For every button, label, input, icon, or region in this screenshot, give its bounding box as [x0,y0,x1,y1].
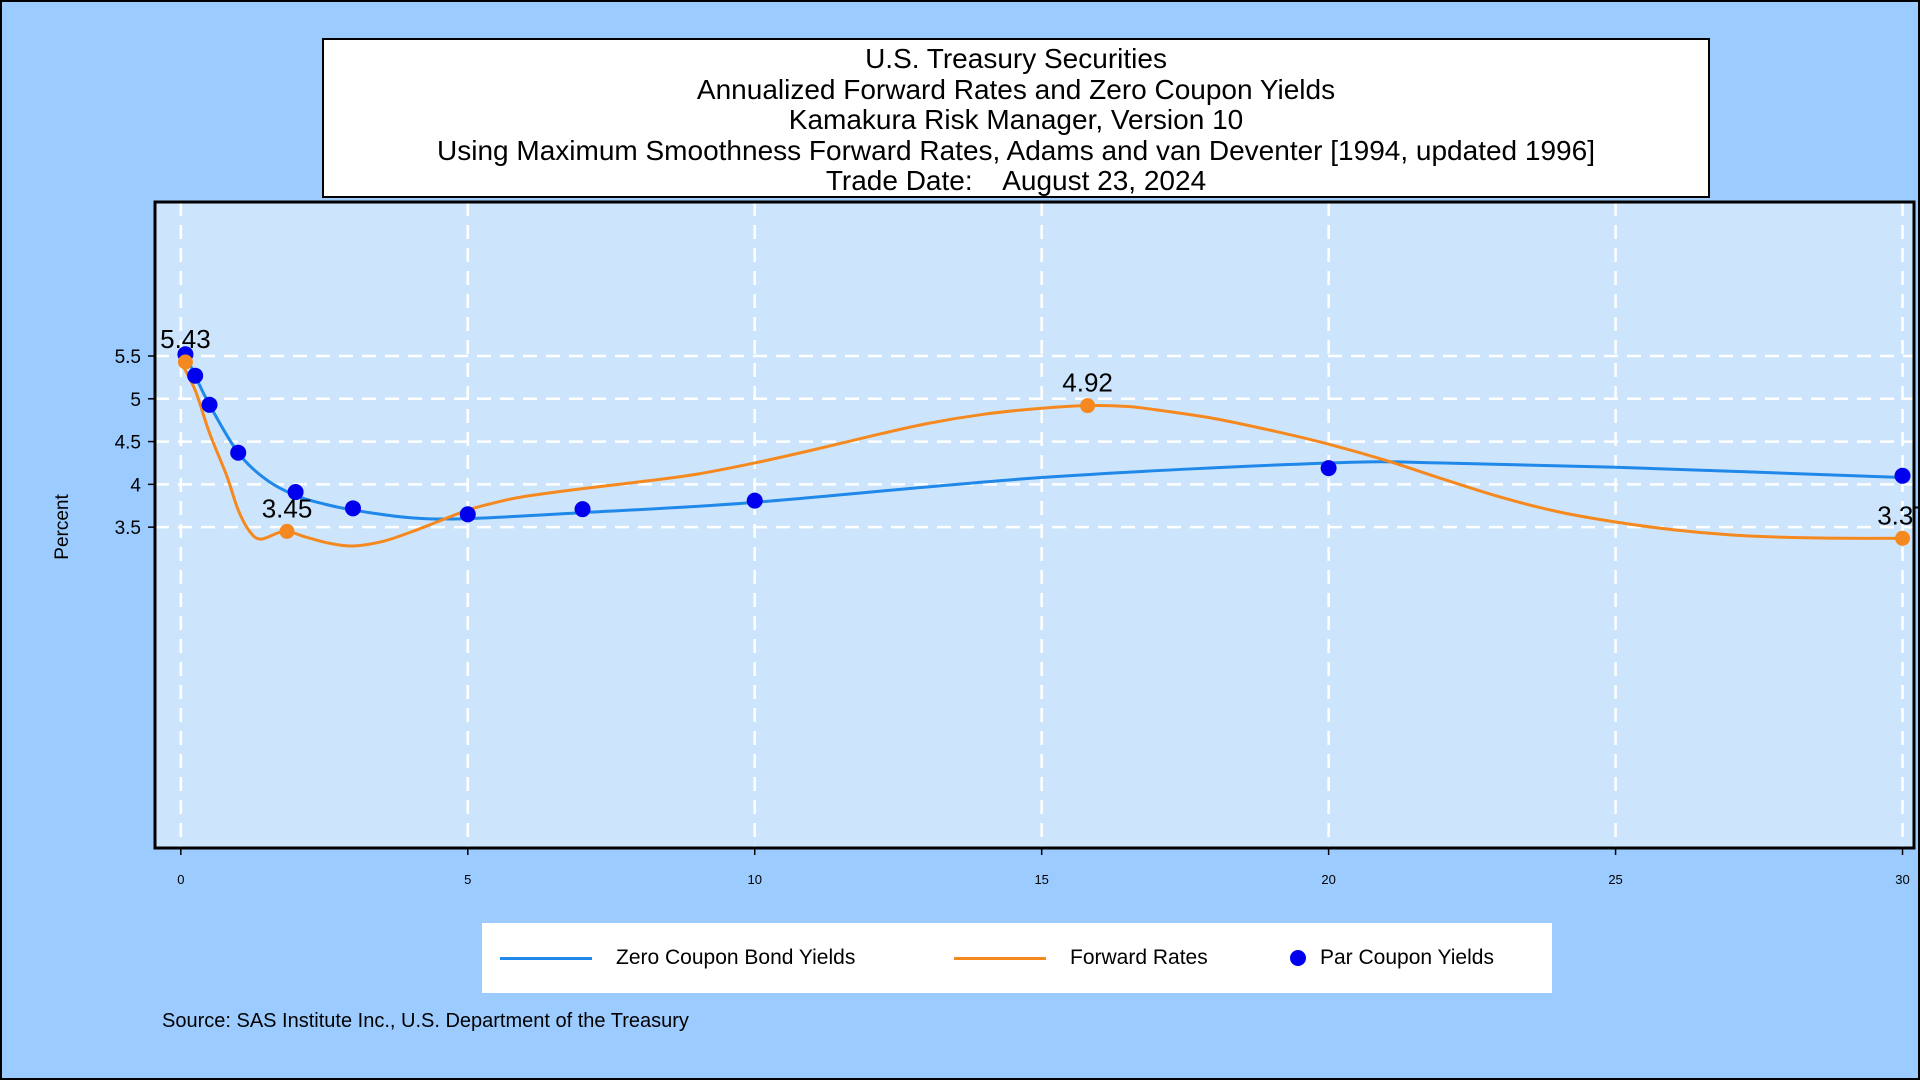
x-tick-label: 0 [177,872,184,887]
par-coupon-yield-point [287,484,304,501]
y-tick-label: 3.5 [115,518,141,539]
y-tick-label: 5 [130,390,141,411]
forward-rate-data-label: 5.43 [160,324,211,354]
forward-rate-marker [1080,398,1096,414]
chart-title-line-4: Using Maximum Smoothness Forward Rates, … [437,134,1595,166]
y-axis-label: Percent [52,494,73,560]
plot-border [153,200,1916,850]
x-tick-label: 5 [464,872,471,887]
chart-title-box: U.S. Treasury Securities Annualized Forw… [322,38,1710,198]
plot-area [155,202,1914,848]
x-tick-label: 15 [1034,872,1048,887]
forward-rate-marker [1895,530,1911,546]
legend-label-zero-coupon: Zero Coupon Bond Yields [616,946,856,969]
chart-title-line-1: U.S. Treasury Securities [865,43,1167,74]
legend-label-forward: Forward Rates [1070,946,1208,969]
legend-swatch-forward [954,956,1046,960]
legend-swatch-zero-coupon [500,956,592,960]
forward-rate-data-label: 4.92 [1062,368,1113,398]
x-tick-label: 10 [747,872,761,887]
forward-rate-marker [279,523,295,539]
y-tick-label: 4.5 [115,433,141,454]
par-coupon-yield-point [1320,460,1337,477]
forward-rate-marker [177,354,193,370]
legend-item-par: Par Coupon Yields [1290,923,1494,993]
annotation-layer: 5.433.454.923.37 [160,324,1920,546]
chart-title-line-2: Annualized Forward Rates and Zero Coupon… [696,73,1336,105]
forward-rate-data-label: 3.45 [262,493,313,523]
par-coupon-yield-point [201,396,218,413]
chart-title-line-3: Kamakura Risk Manager, Version 10 [788,104,1244,135]
legend-swatch-par [1290,950,1306,966]
x-tick-label: 30 [1895,872,1909,887]
par-coupon-yield-point [746,492,763,509]
legend-item-zero-coupon: Zero Coupon Bond Yields [500,923,855,993]
par-coupon-yield-point [1894,467,1911,484]
par-coupon-yield-point [230,444,247,461]
source-note: Source: SAS Institute Inc., U.S. Departm… [162,1010,689,1032]
x-tick-label: 25 [1608,872,1622,887]
par-coupon-yield-point [344,500,361,517]
legend-label-par: Par Coupon Yields [1320,946,1494,969]
par-coupon-yield-point [459,506,476,523]
grid-layer [155,202,1914,848]
par-coupon-yield-point [574,501,591,518]
x-tick-label: 20 [1321,872,1335,887]
legend-item-forward: Forward Rates [954,923,1208,993]
y-tick-label: 4 [130,475,141,496]
par-coupon-yield-point [187,367,204,384]
legend: Zero Coupon Bond Yields Forward Rates Pa… [482,923,1552,993]
chart-title-line-5: Trade Date: August 23, 2024 [825,165,1207,196]
y-tick-label: 5.5 [115,347,141,368]
